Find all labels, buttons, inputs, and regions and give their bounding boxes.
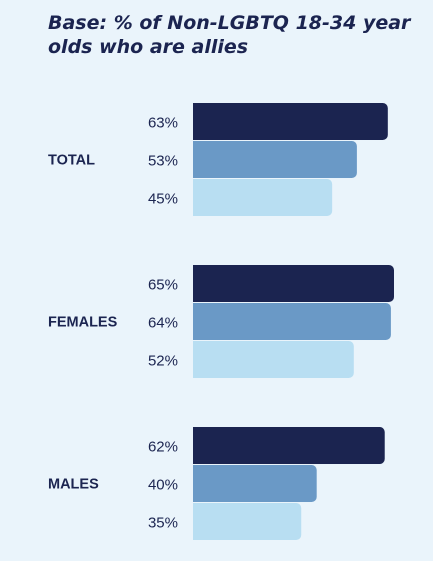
value-label-females-3: 52% bbox=[148, 353, 178, 370]
value-label-total-1: 63% bbox=[148, 115, 178, 132]
category-label-males: MALES bbox=[48, 477, 99, 493]
value-label-total-2: 53% bbox=[148, 153, 178, 170]
category-label-total: TOTAL bbox=[48, 153, 95, 169]
category-label-females: FEMALES bbox=[48, 315, 118, 331]
value-label-total-3: 45% bbox=[148, 191, 178, 208]
bar-start-mask bbox=[187, 141, 193, 178]
value-label-males-3: 35% bbox=[148, 515, 178, 532]
value-label-females-2: 64% bbox=[148, 315, 178, 332]
bar-start-mask bbox=[187, 303, 193, 340]
bar-start-mask bbox=[187, 103, 193, 140]
bar-males-1 bbox=[187, 427, 385, 464]
bar-total-2 bbox=[187, 141, 357, 178]
bar-start-mask bbox=[187, 341, 193, 378]
bar-females-3 bbox=[187, 341, 354, 378]
bar-start-mask bbox=[187, 427, 193, 464]
value-label-males-2: 40% bbox=[148, 477, 178, 494]
bar-start-mask bbox=[187, 265, 193, 302]
bar-males-2 bbox=[187, 465, 317, 502]
bar-males-3 bbox=[187, 503, 302, 540]
chart-title: Base: % of Non-LGBTQ 18-34 year olds who… bbox=[48, 12, 411, 58]
bar-total-1 bbox=[187, 103, 388, 140]
bar-total-3 bbox=[187, 179, 333, 216]
value-label-females-1: 65% bbox=[148, 277, 178, 294]
bar-start-mask bbox=[187, 465, 193, 502]
bar-females-1 bbox=[187, 265, 394, 302]
value-label-males-1: 62% bbox=[148, 439, 178, 456]
bar-females-2 bbox=[187, 303, 391, 340]
bar-start-mask bbox=[187, 179, 193, 216]
bar-start-mask bbox=[187, 503, 193, 540]
